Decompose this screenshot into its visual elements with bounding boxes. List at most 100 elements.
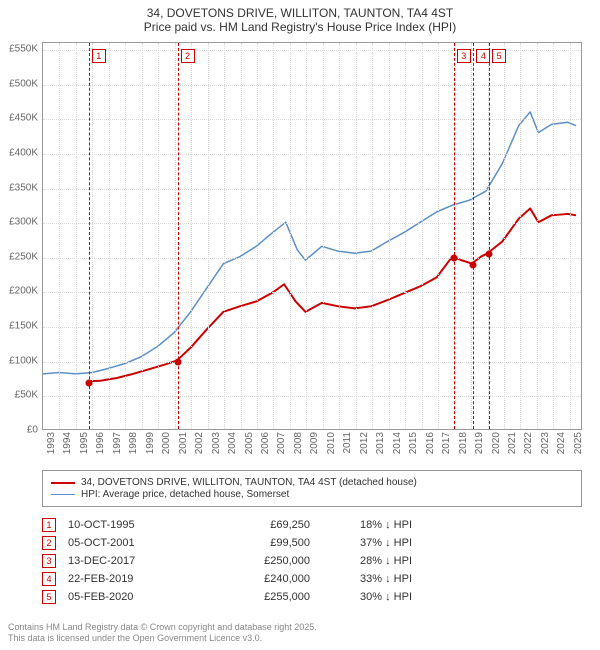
- y-axis-tick-label: £100K: [0, 355, 38, 366]
- sales-table-row: 313-DEC-2017£250,00028% ↓ HPI: [42, 552, 582, 570]
- x-axis-tick-label: 2006: [260, 432, 271, 462]
- footer-line-2: This data is licensed under the Open Gov…: [8, 633, 317, 644]
- x-axis-tick-label: 2014: [392, 432, 403, 462]
- sale-point-dot: [486, 251, 493, 258]
- gridline-vertical: [191, 43, 192, 429]
- sale-row-date: 13-DEC-2017: [68, 555, 188, 567]
- footer-line-1: Contains HM Land Registry data © Crown c…: [8, 622, 317, 633]
- x-axis-tick-label: 2008: [293, 432, 304, 462]
- gridline-vertical: [306, 43, 307, 429]
- gridline-vertical: [175, 43, 176, 429]
- x-axis-tick-label: 2022: [523, 432, 534, 462]
- legend-swatch: [51, 482, 75, 484]
- sale-row-diff: 37% ↓ HPI: [322, 537, 412, 549]
- sale-row-date: 10-OCT-1995: [68, 519, 188, 531]
- x-axis-tick-label: 2005: [244, 432, 255, 462]
- gridline-vertical: [290, 43, 291, 429]
- gridline-vertical: [553, 43, 554, 429]
- y-axis-tick-label: £200K: [0, 286, 38, 297]
- y-axis-tick-label: £50K: [0, 390, 38, 401]
- sale-row-badge: 5: [42, 590, 56, 604]
- gridline-vertical: [323, 43, 324, 429]
- x-axis-tick-label: 1998: [128, 432, 139, 462]
- gridline-vertical: [438, 43, 439, 429]
- y-axis-tick-label: £300K: [0, 217, 38, 228]
- title-line-2: Price paid vs. HM Land Registry's House …: [10, 20, 590, 34]
- sale-row-date: 05-FEB-2020: [68, 591, 188, 603]
- y-axis-tick-label: £250K: [0, 251, 38, 262]
- x-axis-tick-label: 2025: [573, 432, 584, 462]
- gridline-vertical: [372, 43, 373, 429]
- chart-title: 34, DOVETONS DRIVE, WILLITON, TAUNTON, T…: [0, 0, 600, 38]
- gridline-horizontal: [43, 85, 581, 86]
- x-axis-tick-label: 2000: [161, 432, 172, 462]
- gridline-horizontal: [43, 396, 581, 397]
- sale-point-dot: [85, 380, 92, 387]
- series-property: [89, 208, 576, 381]
- sale-marker-line: [178, 43, 179, 429]
- gridline-vertical: [59, 43, 60, 429]
- x-axis-tick-label: 1993: [46, 432, 57, 462]
- sale-point-dot: [470, 261, 477, 268]
- footer-attribution: Contains HM Land Registry data © Crown c…: [8, 622, 317, 645]
- gridline-vertical: [405, 43, 406, 429]
- chart-container: 34, DOVETONS DRIVE, WILLITON, TAUNTON, T…: [0, 0, 600, 650]
- x-axis-tick-label: 2002: [194, 432, 205, 462]
- title-line-1: 34, DOVETONS DRIVE, WILLITON, TAUNTON, T…: [10, 6, 590, 20]
- y-axis-tick-label: £550K: [0, 43, 38, 54]
- legend-label: HPI: Average price, detached house, Some…: [81, 489, 289, 500]
- x-axis-tick-label: 2023: [540, 432, 551, 462]
- sale-row-date: 05-OCT-2001: [68, 537, 188, 549]
- y-axis-tick-label: £350K: [0, 182, 38, 193]
- gridline-horizontal: [43, 223, 581, 224]
- y-axis-tick-label: £400K: [0, 147, 38, 158]
- sale-row-price: £240,000: [200, 573, 310, 585]
- legend-item: HPI: Average price, detached house, Some…: [51, 489, 573, 500]
- sale-point-dot: [174, 359, 181, 366]
- gridline-horizontal: [43, 362, 581, 363]
- legend: 34, DOVETONS DRIVE, WILLITON, TAUNTON, T…: [42, 470, 582, 507]
- sale-marker-badge: 3: [457, 49, 471, 63]
- sale-row-badge: 2: [42, 536, 56, 550]
- x-axis-tick-label: 2007: [276, 432, 287, 462]
- gridline-vertical: [537, 43, 538, 429]
- legend-label: 34, DOVETONS DRIVE, WILLITON, TAUNTON, T…: [81, 477, 417, 488]
- sale-marker-badge: 5: [492, 49, 506, 63]
- gridline-vertical: [224, 43, 225, 429]
- sale-row-price: £69,250: [200, 519, 310, 531]
- x-axis-tick-label: 1999: [145, 432, 156, 462]
- gridline-vertical: [471, 43, 472, 429]
- gridline-vertical: [257, 43, 258, 429]
- gridline-vertical: [389, 43, 390, 429]
- sales-table: 110-OCT-1995£69,25018% ↓ HPI205-OCT-2001…: [42, 516, 582, 606]
- sale-row-diff: 28% ↓ HPI: [322, 555, 412, 567]
- x-axis-tick-label: 1995: [79, 432, 90, 462]
- sale-marker-line: [473, 43, 474, 429]
- sales-table-row: 110-OCT-1995£69,25018% ↓ HPI: [42, 516, 582, 534]
- gridline-vertical: [339, 43, 340, 429]
- legend-item: 34, DOVETONS DRIVE, WILLITON, TAUNTON, T…: [51, 477, 573, 488]
- gridline-vertical: [241, 43, 242, 429]
- sale-row-price: £99,500: [200, 537, 310, 549]
- x-axis-tick-label: 2017: [441, 432, 452, 462]
- gridline-vertical: [158, 43, 159, 429]
- sale-marker-badge: 1: [92, 49, 106, 63]
- x-axis-tick-label: 2010: [326, 432, 337, 462]
- sale-row-diff: 33% ↓ HPI: [322, 573, 412, 585]
- y-axis-tick-label: £0: [0, 425, 38, 436]
- sale-marker-line: [489, 43, 490, 429]
- gridline-vertical: [273, 43, 274, 429]
- y-axis-tick-label: £500K: [0, 78, 38, 89]
- y-axis-tick-label: £150K: [0, 321, 38, 332]
- gridline-vertical: [125, 43, 126, 429]
- gridline-vertical: [109, 43, 110, 429]
- gridline-vertical: [504, 43, 505, 429]
- x-axis-tick-label: 2021: [507, 432, 518, 462]
- series-hpi: [43, 112, 576, 374]
- sales-table-row: 505-FEB-2020£255,00030% ↓ HPI: [42, 588, 582, 606]
- x-axis-tick-label: 2011: [342, 432, 353, 462]
- y-axis-tick-label: £450K: [0, 113, 38, 124]
- x-axis-tick-label: 2020: [491, 432, 502, 462]
- sale-row-diff: 30% ↓ HPI: [322, 591, 412, 603]
- x-axis-tick-label: 2018: [458, 432, 469, 462]
